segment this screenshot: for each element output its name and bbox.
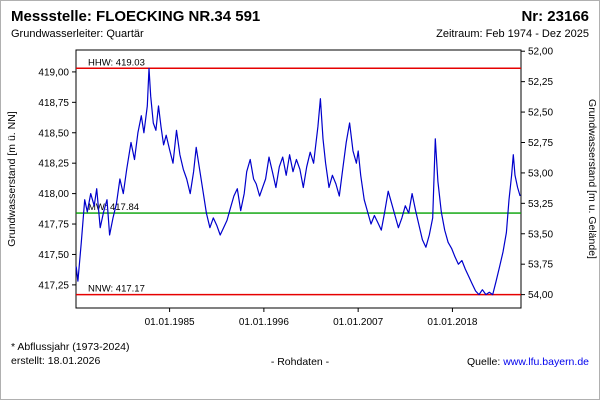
page-title: Messstelle: FLOECKING NR.34 591 (11, 8, 261, 25)
groundwater-series-line (75, 67, 521, 296)
y-axis-left-tick-label: 417,75 (38, 220, 69, 231)
reference-label-nnw: NNW: 417.17 (88, 284, 145, 295)
y-axis-left-tick-label: 418,25 (38, 159, 69, 170)
period-label: Zeitraum: Feb 1974 - Dez 2025 (436, 28, 589, 40)
footer: * Abflussjahr (1973-2024) erstellt: 18.0… (1, 340, 599, 373)
reference-label-hhw: HHW: 419.03 (88, 57, 145, 68)
y-axis-left-tick-label: 417,25 (38, 280, 69, 291)
header: Messstelle: FLOECKING NR.34 591 Nr: 2316… (1, 1, 599, 40)
source-link[interactable]: www.lfu.bayern.de (503, 356, 589, 368)
footnote-abflussjahr: * Abflussjahr (1973-2024) (11, 341, 130, 353)
y-axis-left-title: Grundwasserstand [m ü. NN] (6, 111, 18, 246)
footer-left: * Abflussjahr (1973-2024) erstellt: 18.0… (11, 340, 271, 368)
station-number: Nr: 23166 (521, 8, 589, 25)
x-axis-tick-label: 01.01.1985 (145, 317, 195, 328)
plot-border (75, 49, 522, 309)
y-axis-left-tick-label: 417,50 (38, 250, 69, 261)
y-axis-right-tick-label: 53,50 (528, 229, 553, 240)
y-axis-right-tick-label: 54,00 (528, 290, 553, 301)
y-axis-right-tick-label: 52,00 (528, 47, 553, 58)
y-axis-right-tick-label: 52,25 (528, 77, 553, 88)
y-axis-right-tick-label: 52,50 (528, 108, 553, 119)
y-axis-left-tick-label: 418,00 (38, 189, 69, 200)
y-axis-right-tick-label: 52,75 (528, 138, 553, 149)
y-axis-left-tick-label: 419,00 (38, 67, 69, 78)
x-axis-tick-label: 01.01.2007 (333, 317, 383, 328)
y-axis-right-tick-label: 53,00 (528, 168, 553, 179)
y-axis-left-tick-label: 418,75 (38, 98, 69, 109)
y-axis-right-tick-label: 53,25 (528, 199, 553, 210)
y-axis-right-tick-label: 53,75 (528, 260, 553, 271)
hydrograph-chart: 419,00 418,75 418,50 418,25 418,00 417,75 417,… (6, 47, 598, 328)
source-label: Quelle: (467, 356, 501, 368)
aquifer-label: Grundwasserleiter: Quartär (11, 28, 144, 40)
data-type-label: - Rohdaten - (270, 356, 330, 368)
y-axis-right-title: Grundwasserstand [m u. Gelände] (586, 99, 598, 259)
reference-label-mw: MW: 417.84 (88, 202, 139, 213)
x-axis-tick-label: 01.01.2018 (427, 317, 477, 328)
footer-right: Quelle: www.lfu.bayern.de (329, 356, 589, 368)
created-date: erstellt: 18.01.2026 (11, 355, 101, 367)
x-axis-tick-label: 01.01.1996 (239, 317, 289, 328)
y-axis-left-tick-label: 418,50 (38, 128, 69, 139)
